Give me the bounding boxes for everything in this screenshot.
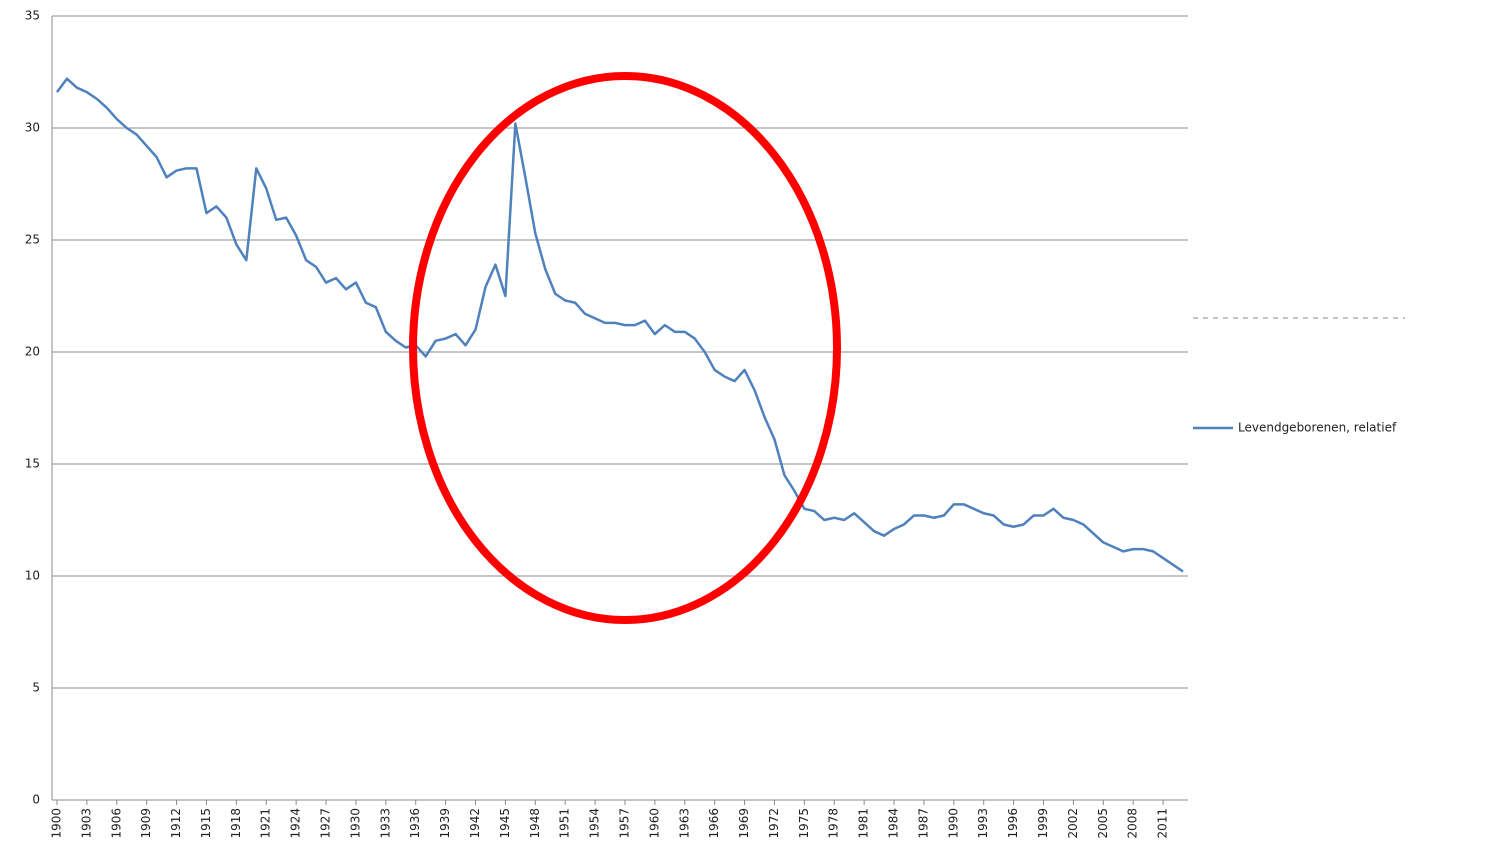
x-tick-label: 1954 xyxy=(588,808,602,839)
x-tick-label: 1978 xyxy=(827,808,841,839)
x-tick-label: 1975 xyxy=(797,808,811,839)
x-tick-label: 1933 xyxy=(378,808,392,839)
x-tick-label: 1909 xyxy=(139,808,153,839)
y-tick-label: 30 xyxy=(25,121,40,135)
y-tick-label: 15 xyxy=(25,457,40,471)
y-tick-label: 10 xyxy=(25,569,40,583)
legend-label: Levendgeborenen, relatief xyxy=(1238,421,1397,435)
x-tick-label: 2008 xyxy=(1126,808,1140,839)
x-tick-label: 1966 xyxy=(707,808,721,839)
x-tick-label: 1921 xyxy=(259,808,273,839)
y-tick-label: 20 xyxy=(25,345,40,359)
x-tick-label: 1951 xyxy=(558,808,572,839)
x-tick-label: 1999 xyxy=(1036,808,1050,839)
x-tick-label: 1981 xyxy=(857,808,871,839)
x-tick-label: 1948 xyxy=(528,808,542,839)
x-tick-label: 2002 xyxy=(1066,808,1080,839)
x-tick-label: 1903 xyxy=(79,808,93,839)
x-tick-label: 1990 xyxy=(946,808,960,839)
x-tick-label: 1960 xyxy=(647,808,661,839)
x-tick-label: 1915 xyxy=(199,808,213,839)
x-tick-label: 2005 xyxy=(1096,808,1110,839)
x-tick-label: 1963 xyxy=(677,808,691,839)
x-tick-label: 1927 xyxy=(319,808,333,839)
x-tick-label: 1945 xyxy=(498,808,512,839)
highlight-ellipse xyxy=(409,72,841,624)
y-tick-label: 0 xyxy=(32,793,40,807)
y-tick-label: 25 xyxy=(25,233,40,247)
x-tick-label: 1918 xyxy=(229,808,243,839)
x-tick-label: 1906 xyxy=(109,808,123,839)
x-tick-label: 1936 xyxy=(408,808,422,839)
x-tick-label: 1957 xyxy=(617,808,631,839)
data-line xyxy=(55,77,1184,573)
x-tick-label: 1930 xyxy=(348,808,362,839)
x-tick-label: 1969 xyxy=(737,808,751,839)
x-tick-label: 1939 xyxy=(438,808,452,839)
x-tick-label: 1987 xyxy=(916,808,930,839)
x-tick-label: 2011 xyxy=(1156,808,1170,839)
x-tick-label: 1924 xyxy=(289,808,303,839)
x-tick-label: 1942 xyxy=(468,808,482,839)
x-tick-label: 1912 xyxy=(169,808,183,839)
x-tick-label: 1984 xyxy=(887,808,901,839)
y-tick-label: 35 xyxy=(25,9,40,23)
x-tick-label: 1996 xyxy=(1006,808,1020,839)
y-tick-label: 5 xyxy=(32,681,40,695)
x-tick-label: 1900 xyxy=(49,808,63,839)
x-tick-label: 1972 xyxy=(767,808,781,839)
x-tick-label: 1993 xyxy=(976,808,990,839)
